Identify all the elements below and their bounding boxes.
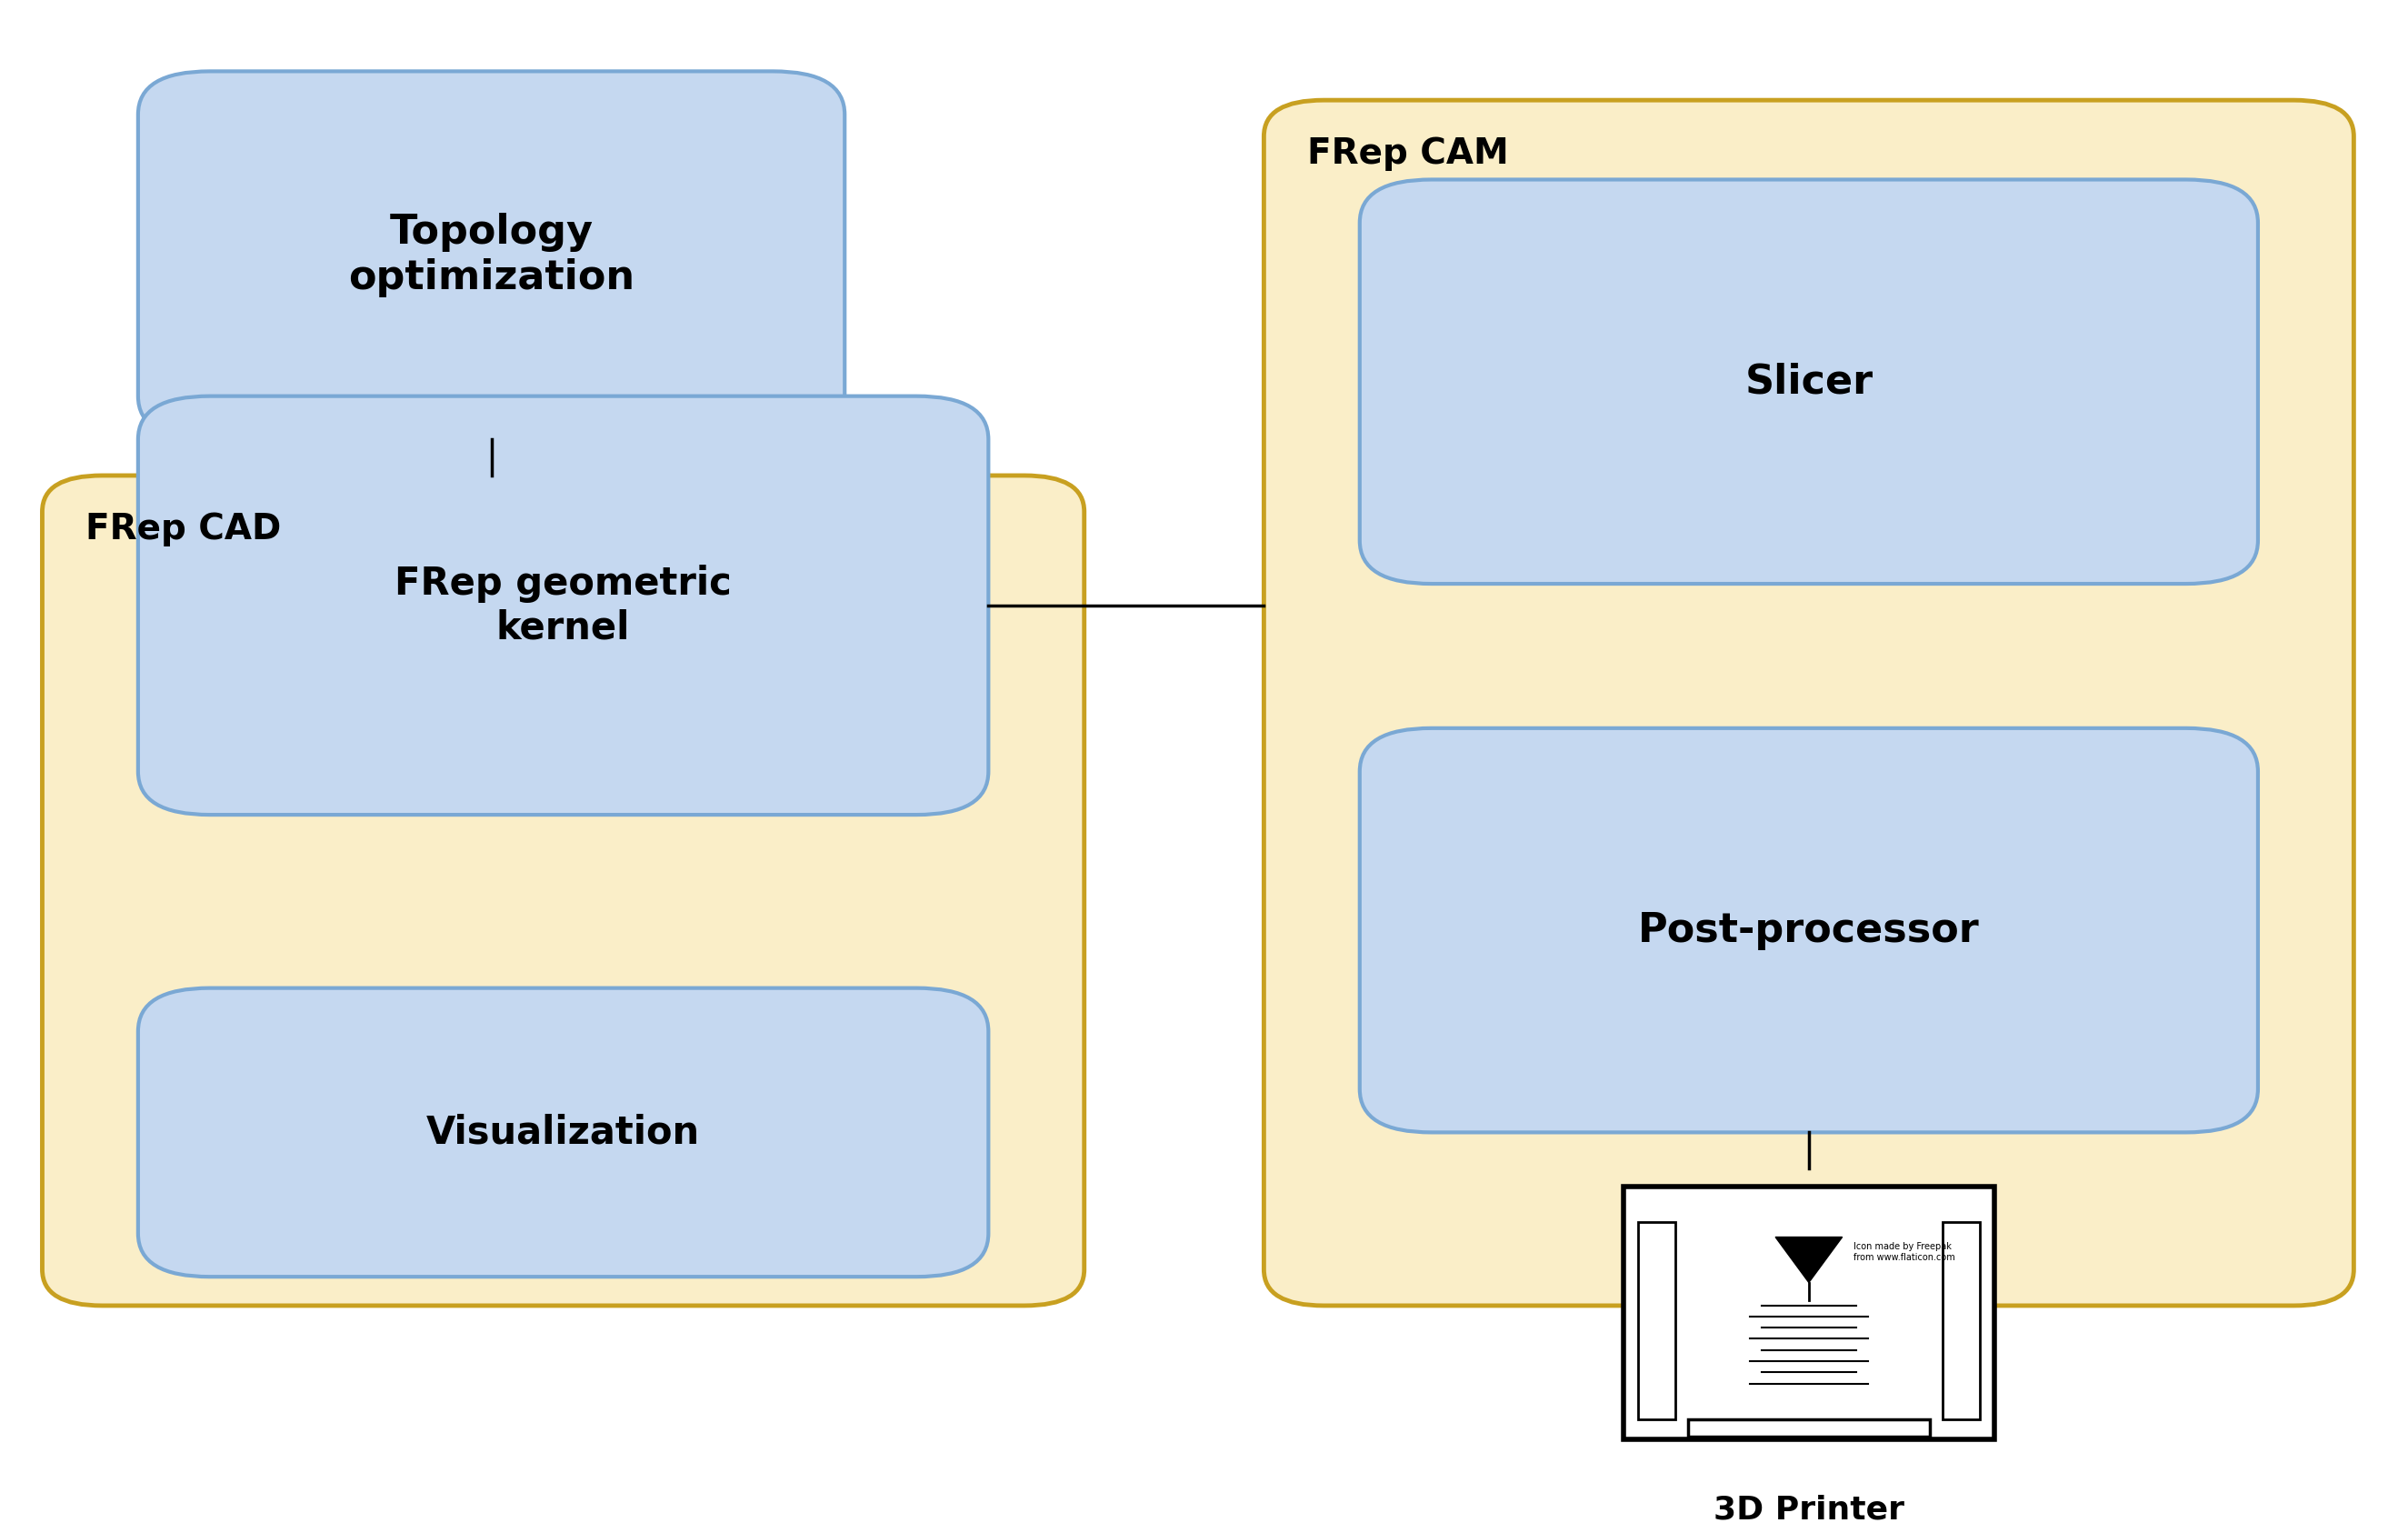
FancyBboxPatch shape [43, 475, 1084, 1305]
Text: FRep CAM: FRep CAM [1308, 136, 1507, 171]
Text: Post-processor: Post-processor [1637, 911, 1979, 950]
Text: Slicer: Slicer [1746, 362, 1873, 401]
Text: FRep CAD: FRep CAD [84, 512, 282, 547]
FancyBboxPatch shape [1623, 1186, 1994, 1439]
Text: 3D Printer: 3D Printer [1714, 1494, 1905, 1523]
Text: Icon made by Freepak
from www.flaticon.com: Icon made by Freepak from www.flaticon.c… [1854, 1243, 1955, 1261]
FancyBboxPatch shape [1361, 180, 2259, 583]
Text: Visualization: Visualization [426, 1113, 701, 1151]
Text: FRep geometric
kernel: FRep geometric kernel [395, 564, 732, 647]
FancyBboxPatch shape [137, 396, 987, 815]
FancyBboxPatch shape [137, 988, 987, 1276]
FancyBboxPatch shape [1688, 1419, 1929, 1436]
FancyBboxPatch shape [1637, 1221, 1676, 1419]
Polygon shape [1775, 1237, 1842, 1282]
Text: Topology
optimization: Topology optimization [349, 213, 636, 297]
FancyBboxPatch shape [1361, 728, 2259, 1133]
FancyBboxPatch shape [137, 72, 845, 440]
FancyBboxPatch shape [1943, 1221, 1979, 1419]
FancyBboxPatch shape [1264, 101, 2353, 1305]
